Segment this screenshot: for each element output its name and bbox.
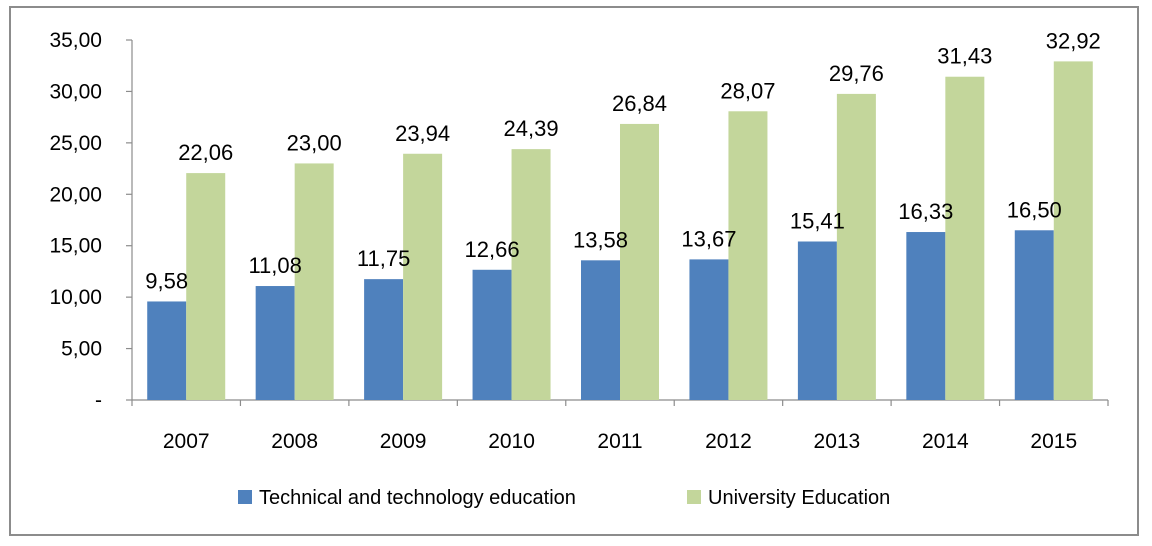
data-label: 22,06 bbox=[178, 140, 233, 165]
x-tick-label: 2011 bbox=[597, 430, 642, 453]
x-axis: 2007 2008 2009 2010 2011 2012 2013 2014 2015 bbox=[131, 399, 1109, 453]
data-labels: 9,58 22,06 11,08 23,00 11,75 23,94 12,66 24,39 1… bbox=[145, 28, 1101, 293]
y-axis: - 5,00 10,00 15,00 20,00 25,00 30,00 35,00 bbox=[49, 29, 133, 412]
legend-swatch bbox=[238, 490, 252, 504]
y-tick-label: - bbox=[95, 389, 102, 412]
x-tick-label: 2010 bbox=[488, 430, 535, 453]
x-tick-label: 2008 bbox=[271, 430, 318, 453]
bar-university bbox=[1053, 61, 1093, 400]
y-tick-label: 35,00 bbox=[49, 29, 102, 52]
bar-university bbox=[294, 163, 334, 400]
bars bbox=[147, 61, 1093, 400]
y-tick-label: 25,00 bbox=[49, 132, 102, 155]
data-label: 28,07 bbox=[720, 78, 775, 103]
data-label: 31,43 bbox=[937, 44, 992, 69]
bar-technical bbox=[581, 260, 620, 400]
bar-technical bbox=[906, 232, 946, 400]
data-label: 9,58 bbox=[145, 268, 188, 293]
bar-technical bbox=[689, 259, 729, 400]
bar-university bbox=[620, 123, 659, 400]
bar-technical bbox=[797, 241, 837, 400]
data-label: 11,08 bbox=[248, 253, 301, 278]
data-label: 16,33 bbox=[898, 199, 953, 224]
y-tick-label: 5,00 bbox=[61, 338, 102, 361]
bar-university bbox=[403, 153, 443, 400]
x-tick-label: 2013 bbox=[814, 430, 861, 453]
legend-swatch bbox=[687, 490, 701, 504]
bar-university bbox=[945, 76, 985, 400]
data-label: 13,67 bbox=[681, 226, 736, 251]
bar-technical bbox=[255, 286, 295, 400]
x-tick-label: 2014 bbox=[922, 430, 969, 453]
data-label: 23,94 bbox=[395, 121, 450, 146]
bar-technical bbox=[147, 301, 187, 400]
data-label: 15,41 bbox=[790, 208, 845, 233]
bar-technical bbox=[1014, 230, 1054, 400]
y-tick-label: 30,00 bbox=[49, 80, 102, 103]
data-label: 23,00 bbox=[287, 130, 342, 155]
x-tick-label: 2012 bbox=[705, 430, 752, 453]
data-label: 32,92 bbox=[1046, 28, 1101, 53]
bar-university bbox=[186, 173, 226, 400]
x-tick-label: 2015 bbox=[1030, 430, 1077, 453]
data-label: 16,50 bbox=[1007, 197, 1062, 222]
y-tick-label: 20,00 bbox=[49, 183, 102, 206]
data-label: 13,58 bbox=[573, 227, 628, 252]
y-tick-label: 15,00 bbox=[49, 235, 102, 258]
x-tick-label: 2007 bbox=[163, 430, 210, 453]
y-tick-label: 10,00 bbox=[49, 286, 102, 309]
bar-university bbox=[728, 111, 768, 400]
legend-label: University Education bbox=[708, 487, 890, 509]
data-label: 26,84 bbox=[612, 91, 667, 116]
x-tick-label: 2009 bbox=[380, 430, 427, 453]
data-label: 12,66 bbox=[465, 237, 520, 262]
bar-technical bbox=[364, 279, 404, 400]
legend: Technical and technology education Univer… bbox=[238, 487, 890, 509]
data-label: 11,75 bbox=[357, 246, 410, 271]
legend-label: Technical and technology education bbox=[259, 487, 576, 509]
data-label: 24,39 bbox=[504, 116, 559, 141]
bar-university bbox=[511, 149, 551, 400]
bar-technical bbox=[472, 269, 512, 400]
bar-university bbox=[836, 93, 876, 400]
data-label: 29,76 bbox=[829, 61, 884, 86]
